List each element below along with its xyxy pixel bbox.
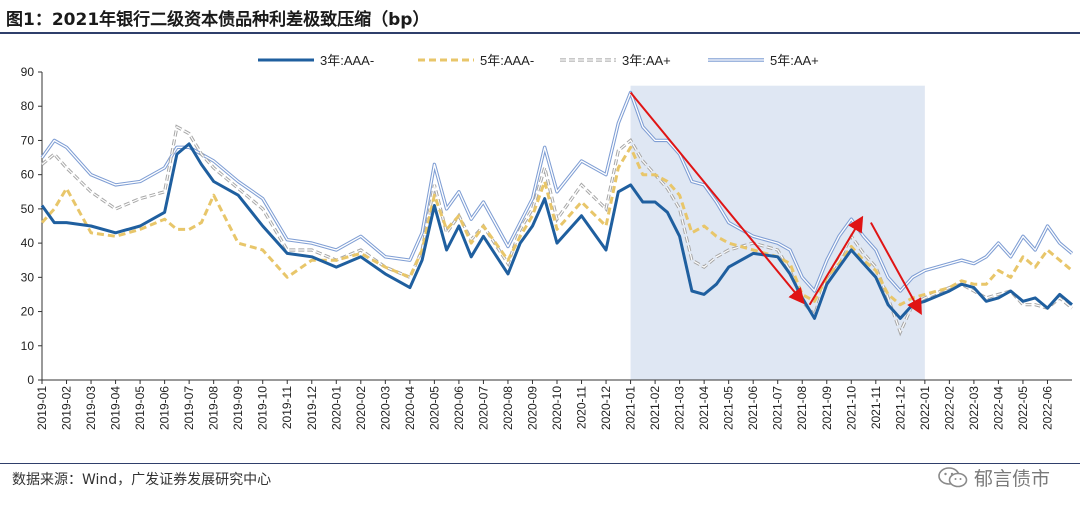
title-bar: 图1：2021年银行二级资本债品种利差极致压缩（bp）: [0, 0, 1080, 34]
series-line: [40, 142, 1073, 320]
x-tick-label: 2019-07: [182, 386, 196, 430]
x-tick-label: 2019-08: [207, 386, 221, 430]
x-tick-label: 2021-12: [893, 386, 907, 430]
legend-label: 3年:AAA-: [320, 53, 374, 68]
x-tick-label: 2019-04: [109, 386, 123, 430]
series-5年:AA+: [40, 90, 1074, 293]
y-tick-label: 50: [21, 202, 35, 216]
series-3年:AAA-: [40, 142, 1073, 320]
x-tick-label: 2021-05: [722, 386, 736, 430]
y-tick-label: 60: [21, 168, 35, 182]
x-tick-label: 2020-09: [525, 386, 539, 430]
x-tick-label: 2019-01: [35, 386, 49, 430]
y-tick-label: 30: [21, 270, 35, 284]
x-tick-label: 2020-03: [378, 386, 392, 430]
figure-title: 图1：2021年银行二级资本债品种利差极致压缩（bp）: [6, 10, 430, 30]
series-5年:AAA-: [40, 145, 1073, 307]
x-tick-label: 2019-12: [305, 386, 319, 430]
x-tick-label: 2020-04: [403, 386, 417, 430]
series-3年:AA+: [40, 124, 1074, 337]
x-tick-label: 2019-09: [231, 386, 245, 430]
x-tick-label: 2019-02: [60, 386, 74, 430]
source-note: 数据来源：Wind，广发证券发展研究中心: [12, 472, 272, 488]
y-tick-label: 0: [27, 373, 34, 387]
x-tick-label: 2020-05: [427, 386, 441, 430]
x-tick-label: 2022-05: [1016, 386, 1030, 430]
watermark-text: 郁言债市: [973, 468, 1050, 490]
x-tick-label: 2020-06: [452, 386, 466, 430]
y-tick-label: 70: [21, 133, 35, 147]
x-tick-label: 2021-01: [624, 386, 638, 430]
wechat-icon: [938, 466, 968, 487]
x-tick-label: 2021-09: [820, 386, 834, 430]
y-tick-label: 20: [21, 305, 35, 319]
x-tick-label: 2020-07: [476, 386, 490, 430]
highlight-region: [630, 85, 925, 380]
x-tick-label: 2021-02: [648, 386, 662, 430]
x-tick-label: 2020-01: [329, 386, 343, 430]
legend-item: 3年:AA+: [560, 53, 671, 68]
legend-item: 3年:AAA-: [258, 53, 374, 68]
y-tick-label: 90: [21, 65, 35, 79]
x-tick-label: 2022-04: [991, 386, 1005, 430]
y-tick-label: 40: [21, 236, 35, 250]
trend-arrow-2: [808, 215, 864, 306]
x-tick-label: 2020-12: [599, 386, 613, 430]
legend: 3年:AAA- 5年:AAA- 3年:AA+ 5年:AA+: [258, 53, 819, 68]
trend-arrows: [629, 91, 922, 316]
axes: 0 10 20 30 40 50 60 70 80 90 2019-01 2019-02 2019-03…: [21, 65, 1072, 430]
x-tick-label: 2020-11: [575, 386, 589, 429]
x-tick-label: 2019-10: [256, 386, 270, 430]
x-tick-label: 2019-11: [280, 386, 294, 429]
title-rule: [0, 32, 1080, 34]
shaded-region: [630, 85, 925, 380]
x-tick-label: 2022-06: [1040, 386, 1054, 430]
x-tick-label: 2021-06: [746, 386, 760, 430]
x-tick-label: 2021-07: [771, 386, 785, 430]
series-line-inner: [41, 91, 1073, 292]
x-tick-label: 2022-01: [918, 386, 932, 430]
spread-line-chart: 0 10 20 30 40 50 60 70 80 90 2019-01 2019-02 2019-03…: [21, 53, 1074, 430]
x-tick-label: 2021-04: [697, 386, 711, 430]
x-tick-label: 2020-10: [550, 386, 564, 430]
legend-label: 5年:AA+: [770, 53, 819, 68]
legend-label: 3年:AA+: [622, 53, 671, 68]
x-tick-label: 2019-03: [84, 386, 98, 430]
legend-label: 5年:AAA-: [480, 53, 534, 68]
x-tick-label: 2020-02: [354, 386, 368, 430]
x-tick-label: 2021-08: [795, 386, 809, 430]
x-tick-label: 2019-05: [133, 386, 147, 430]
x-tick-label: 2022-03: [967, 386, 981, 430]
trend-arrow-3: [870, 222, 922, 316]
y-tick-label: 80: [21, 99, 35, 113]
legend-item: 5年:AA+: [708, 53, 819, 68]
x-tick-label: 2019-06: [158, 386, 172, 430]
y-tick-label: 10: [21, 339, 35, 353]
x-tick-label: 2021-10: [844, 386, 858, 430]
x-tick-label: 2022-02: [942, 386, 956, 430]
legend-item: 5年:AAA-: [418, 53, 534, 68]
x-tick-label: 2020-08: [501, 386, 515, 430]
watermark: 郁言债市: [938, 464, 1050, 491]
series-line-inner: [41, 125, 1073, 334]
series-lines: [40, 90, 1074, 337]
trend-arrow-1: [629, 91, 805, 305]
x-tick-label: 2021-03: [673, 386, 687, 430]
series-line: [40, 145, 1073, 307]
bottom-rule: [0, 463, 1080, 464]
x-tick-label: 2021-11: [869, 386, 883, 429]
